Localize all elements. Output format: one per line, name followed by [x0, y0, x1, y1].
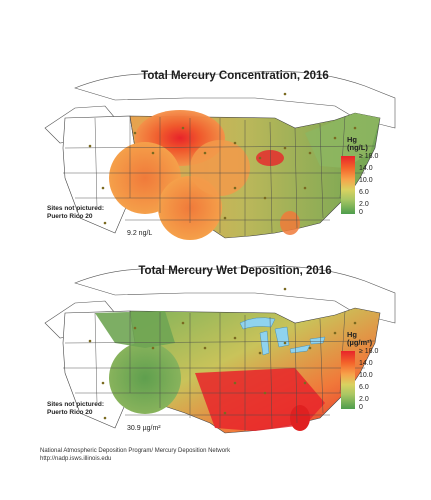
state-borders [63, 310, 376, 431]
legend-color-bar [341, 351, 355, 409]
legend-unit: (µg/m²) [347, 338, 373, 347]
legend-unit-symbol: Hg [347, 330, 357, 339]
source-credit: National Atmospheric Deposition Program/… [40, 447, 230, 463]
map-panel-concentration: Total Mercury Concentration, 2016 Hg (ng… [35, 58, 405, 248]
state-borders [63, 115, 376, 236]
us-map-concentration [44, 70, 396, 240]
legend-tick: 10.0 [359, 177, 373, 184]
legend-title: Hg (ng/L) [341, 136, 391, 152]
monitoring-sites [88, 92, 357, 225]
legend-unit: (ng/L) [347, 143, 368, 152]
sites-not-pictured-note: Sites not pictured: Puerto Rico 20 [47, 205, 104, 221]
legend-ticks: ≥ 18.0 14.0 10.0 6.0 2.0 0 [359, 153, 391, 217]
hotspot-florida [290, 405, 310, 431]
legend: Hg (µg/m²) ≥ 18.0 14.0 10.0 6.0 2.0 0 [341, 331, 391, 411]
hotspot-great-lakes [256, 150, 284, 166]
legend-tick: 2.0 [359, 201, 369, 208]
legend-tick: 6.0 [359, 189, 369, 196]
region-southwest-low [109, 342, 181, 414]
legend-tick: 0 [359, 404, 363, 411]
legend-tick: 0 [359, 209, 363, 216]
legend-unit-symbol: Hg [347, 135, 357, 144]
legend-color-bar [341, 156, 355, 214]
legend-tick: 10.0 [359, 372, 373, 379]
legend-tick: ≥ 18.0 [359, 153, 379, 160]
legend-tick: ≥ 18.0 [359, 348, 379, 355]
map-title: Total Mercury Concentration, 2016 [141, 70, 329, 82]
site-value-label: 30.9 µg/m² [127, 425, 161, 432]
note-heading: Sites not pictured: [47, 205, 105, 212]
source-organization: National Atmospheric Deposition Program/… [40, 448, 231, 454]
legend-ticks: ≥ 18.0 14.0 10.0 6.0 2.0 0 [359, 348, 391, 412]
site-value-label: 9.2 ng/L [127, 230, 153, 237]
map-panel-wet-deposition: Total Mercury Wet Deposition, 2016 Hg (µ… [35, 253, 405, 443]
map-title: Total Mercury Wet Deposition, 2016 [138, 265, 332, 277]
legend-tick: 14.0 [359, 360, 373, 367]
source-url[interactable]: http://nadp.isws.illinois.edu [40, 456, 112, 462]
monitoring-sites [88, 287, 357, 420]
legend-tick: 2.0 [359, 396, 369, 403]
sites-not-pictured-note: Sites not pictured: Puerto Rico 20 [47, 401, 104, 417]
legend-tick: 14.0 [359, 165, 373, 172]
note-heading: Sites not pictured: [47, 401, 105, 408]
legend-tick: 6.0 [359, 384, 369, 391]
note-site: Puerto Rico 20 [47, 409, 93, 416]
us-map-wet-deposition [44, 265, 396, 434]
note-site: Puerto Rico 20 [47, 213, 93, 220]
hotspot-florida [280, 211, 300, 235]
legend-title: Hg (µg/m²) [341, 331, 391, 347]
legend: Hg (ng/L) ≥ 18.0 14.0 10.0 6.0 2.0 0 [341, 136, 391, 216]
